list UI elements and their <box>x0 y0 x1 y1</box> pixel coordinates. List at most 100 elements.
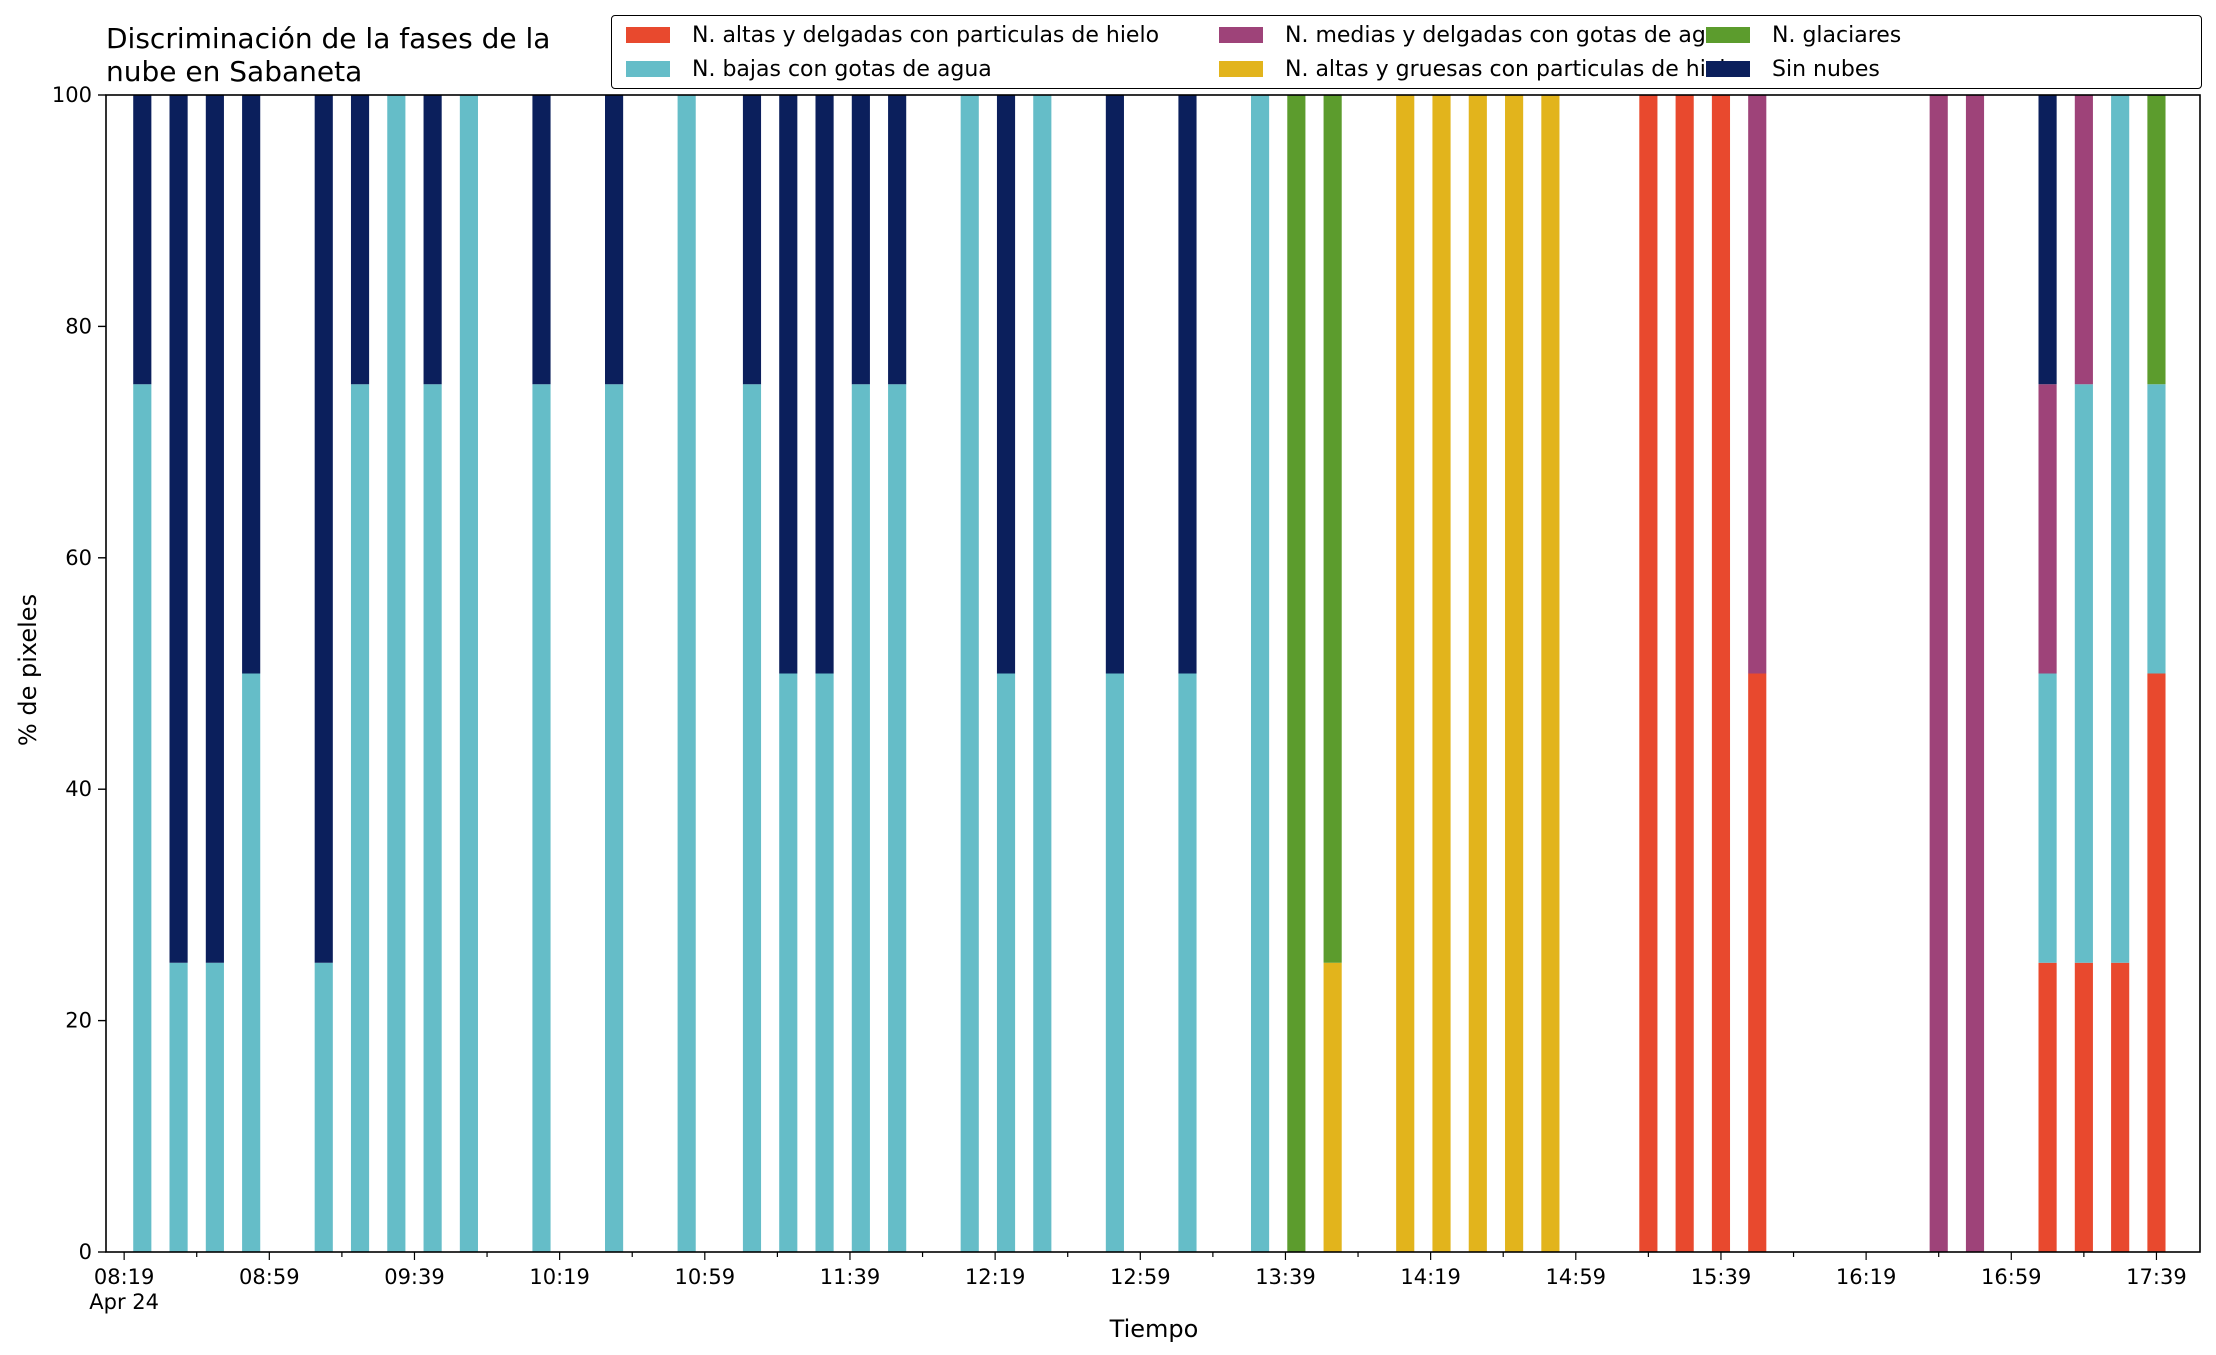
bar-segment <box>314 95 333 963</box>
bar-segment <box>1748 95 1767 674</box>
bar-segment <box>2111 962 2130 1252</box>
x-tick-label: 10:59 <box>675 1265 736 1289</box>
bar-segment <box>532 95 551 385</box>
y-tick-label: 0 <box>79 1240 92 1264</box>
bar-segment <box>2074 962 2093 1252</box>
bar-segment <box>1250 95 1270 1252</box>
bar-segment <box>2038 962 2057 1252</box>
bar-segment <box>387 95 406 1252</box>
legend-swatch <box>1219 27 1263 43</box>
bar-segment <box>996 95 1016 674</box>
bar-segment <box>888 95 907 385</box>
bar-segment <box>1675 95 1694 1252</box>
bar-segment <box>1396 95 1415 1252</box>
x-tick-label: 14:19 <box>1400 1265 1461 1289</box>
bar-segment <box>1178 673 1197 1252</box>
bar-segment <box>459 95 478 1252</box>
bar-segment <box>815 95 834 674</box>
x-tick-sublabel: Apr 24 <box>89 1290 159 1314</box>
bar-segment <box>779 95 798 674</box>
bar-segment <box>2111 95 2130 963</box>
x-tick-label: 13:39 <box>1255 1265 1316 1289</box>
legend-label: N. bajas con gotas de agua <box>692 56 992 82</box>
x-tick-label: 15:39 <box>1691 1265 1752 1289</box>
chart-title: Discriminación de la fases de la nube en… <box>106 22 551 88</box>
y-tick-label: 80 <box>65 314 92 338</box>
x-tick-label: 12:19 <box>965 1265 1026 1289</box>
bar-segment <box>1541 95 1560 1252</box>
bar-segment <box>1178 95 1197 674</box>
bar-segment <box>851 384 870 1252</box>
plot-frame <box>105 94 2201 1253</box>
bar-segment <box>2038 95 2057 385</box>
bar-segment <box>1287 95 1306 1252</box>
legend-item: N. altas y gruesas con particulas de hie… <box>1219 54 1739 84</box>
bar-segment <box>605 384 624 1252</box>
bar-segment <box>532 384 551 1252</box>
x-tick-label: 12:59 <box>1110 1265 1171 1289</box>
bar-segment <box>1748 673 1767 1252</box>
bar-segment <box>2147 673 2166 1252</box>
bar-segment <box>851 95 870 385</box>
bar-segment <box>888 384 907 1252</box>
bar-segment <box>350 95 370 385</box>
x-tick-label: 10:19 <box>529 1265 590 1289</box>
x-tick-label: 09:39 <box>384 1265 445 1289</box>
x-tick-label: 16:59 <box>1981 1265 2042 1289</box>
legend-label: N. medias y delgadas con gotas de agua <box>1285 22 1734 48</box>
legend-label: N. altas y delgadas con particulas de hi… <box>692 22 1160 48</box>
bars-layer <box>133 95 2166 1252</box>
legend-swatch <box>1706 27 1750 43</box>
bar-segment <box>169 962 188 1252</box>
y-tick-label: 60 <box>65 546 92 570</box>
bar-segment <box>1323 962 1342 1252</box>
legend-item: N. medias y delgadas con gotas de agua <box>1219 20 1733 50</box>
bar-segment <box>423 384 442 1252</box>
bar-segment <box>2074 384 2093 963</box>
bar-segment <box>133 95 152 385</box>
x-tick-label: 14:59 <box>1546 1265 1607 1289</box>
bar-segment <box>1033 95 1052 1252</box>
bar-segment <box>1105 95 1124 674</box>
legend-item: N. glaciares <box>1706 20 1901 50</box>
bar-segment <box>2074 95 2093 385</box>
bar-segment <box>169 95 188 963</box>
bar-segment <box>742 95 762 385</box>
x-axis-label: Tiempo <box>1109 1315 1199 1343</box>
bar-segment <box>1711 95 1731 1252</box>
x-tick-label: 08:19 <box>94 1265 155 1289</box>
bar-segment <box>1105 673 1124 1252</box>
legend-label: Sin nubes <box>1772 56 1880 82</box>
legend-label: N. glaciares <box>1772 22 1902 48</box>
legend-item: N. bajas con gotas de agua <box>626 54 992 84</box>
bar-segment <box>742 384 762 1252</box>
bar-segment <box>133 384 152 1252</box>
bar-segment <box>1505 95 1524 1252</box>
legend-item: Sin nubes <box>1706 54 1880 84</box>
y-tick-label: 20 <box>65 1009 92 1033</box>
bar-segment <box>1965 95 1985 1252</box>
bar-segment <box>350 384 370 1252</box>
bar-segment <box>1639 95 1658 1252</box>
bar-segment <box>242 95 261 674</box>
bar-segment <box>2038 673 2057 963</box>
bar-segment <box>205 95 224 963</box>
bar-segment <box>2038 384 2057 674</box>
y-tick-label: 40 <box>65 777 92 801</box>
bar-segment <box>423 95 442 385</box>
bar-segment <box>779 673 798 1252</box>
x-tick-label: 17:39 <box>2126 1265 2187 1289</box>
legend-swatch <box>1219 61 1263 77</box>
bar-segment <box>815 673 834 1252</box>
legend-swatch <box>1706 61 1750 77</box>
y-axis-label: % de pixeles <box>14 594 42 746</box>
bar-segment <box>960 95 979 1252</box>
chart-legend: N. altas y delgadas con particulas de hi… <box>611 15 2202 89</box>
y-tick-label: 100 <box>52 83 92 107</box>
x-tick-label: 11:39 <box>820 1265 881 1289</box>
bar-segment <box>1929 95 1948 1252</box>
bar-segment <box>1468 95 1487 1252</box>
bar-segment <box>1323 95 1342 963</box>
bar-segment <box>677 95 696 1252</box>
